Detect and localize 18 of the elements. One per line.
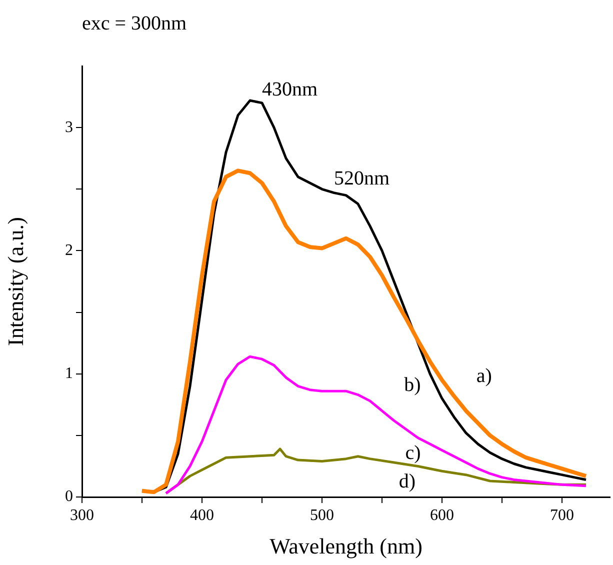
x-tick-label: 400	[190, 506, 214, 524]
y-tick-label: 1	[65, 365, 73, 382]
x-axis-title: Wavelength (nm)	[270, 534, 422, 559]
x-tick-label: 300	[70, 506, 94, 524]
y-tick-label: 3	[65, 118, 73, 136]
series-label: a)	[476, 365, 492, 388]
annotation: 430nm	[262, 78, 318, 101]
annotation: 520nm	[334, 167, 390, 190]
y-tick-label: 0	[65, 488, 73, 506]
chart-title: exc = 300nm	[82, 12, 188, 34]
series-label: c)	[405, 442, 421, 464]
y-tick-label: 2	[65, 242, 73, 259]
x-tick-label: 500	[310, 506, 334, 524]
x-tick-label: 600	[430, 506, 454, 524]
series-label: d)	[398, 470, 416, 492]
y-axis-title: Intensity (a.u.)	[2, 217, 28, 346]
x-tick-label: 700	[550, 506, 574, 524]
series-label: b)	[404, 374, 421, 396]
